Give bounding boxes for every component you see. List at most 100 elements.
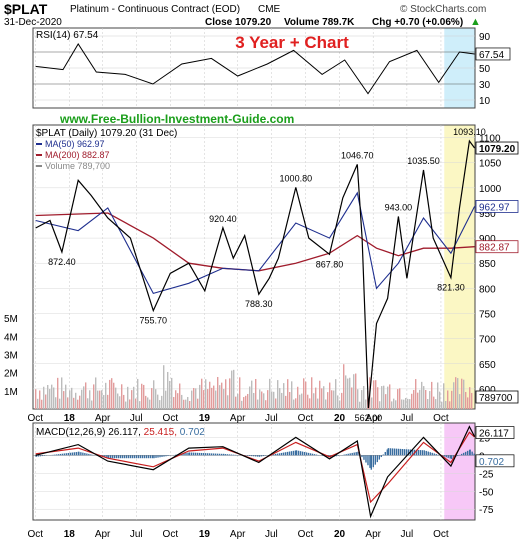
x-axis-label: 18: [64, 413, 76, 424]
macd-histogram-bar: [294, 450, 297, 456]
macd-histogram-bar: [78, 451, 80, 456]
volume-bar: [287, 379, 289, 409]
volume-bar: [195, 388, 197, 409]
macd-histogram-bar: [343, 454, 345, 456]
volume-bar: [65, 384, 67, 409]
macd-histogram-bar: [84, 453, 86, 456]
ma200-line: [35, 212, 475, 272]
volume-bar: [453, 382, 455, 409]
volume-bar: [421, 381, 423, 409]
macd-histogram-bar: [280, 452, 283, 456]
macd-value-tag-box: [475, 454, 515, 468]
volume-bar: [259, 389, 261, 409]
macd-histogram-bar: [456, 455, 459, 456]
macd-signal-line: [35, 431, 476, 504]
macd-histogram-bar: [69, 452, 71, 456]
macd-histogram-bar: [82, 452, 84, 456]
macd-histogram-bar: [224, 454, 227, 456]
volume-bar: [169, 380, 171, 409]
macd-histogram-bar: [380, 455, 383, 458]
macd-histogram-bar: [387, 448, 390, 456]
macd-histogram-bar: [447, 455, 449, 458]
volume-bar: [113, 382, 115, 409]
macd-histogram-bar: [370, 455, 373, 470]
volume-bar: [311, 377, 313, 409]
macd-histogram-bar: [204, 453, 207, 456]
exchange-label: CME: [258, 4, 281, 15]
x-axis-label: Apr: [365, 413, 381, 424]
volume-bar: [55, 397, 57, 409]
volume-bar: [183, 399, 185, 409]
price-annotation: 1035.50: [407, 156, 440, 166]
volume-bar: [305, 381, 307, 409]
volume-bar: [451, 390, 453, 409]
x-axis-label: Oct: [163, 413, 179, 424]
volume-bar: [205, 379, 207, 409]
volume-bar: [45, 394, 47, 409]
x-axis-label: Apr: [95, 413, 111, 424]
macd-histogram-bar: [303, 452, 306, 456]
volume-bar: [289, 392, 291, 409]
volume-bar: [385, 394, 387, 409]
volume-bar: [237, 393, 239, 409]
macd-histogram-bar: [423, 450, 425, 456]
macd-histogram-bar: [295, 450, 298, 456]
volume-bar: [297, 386, 299, 409]
macd-histogram-bar: [163, 455, 165, 457]
x-axis-label: Oct: [27, 413, 43, 424]
volume-bar: [275, 398, 277, 409]
macd-histogram-bar: [88, 453, 90, 456]
volume-bar: [379, 401, 381, 409]
price-tick-label: 1050: [479, 159, 502, 170]
volume-bar: [105, 382, 107, 409]
macd-histogram-bar: [386, 449, 389, 456]
volume-bar: [299, 394, 301, 409]
volume-bar: [245, 395, 247, 409]
volume-bar: [125, 401, 127, 409]
volume-bar: [229, 378, 231, 409]
x-axis-label-bottom: Jul: [400, 529, 413, 540]
macd-histogram-bar: [403, 449, 406, 456]
volume-bar: [449, 401, 451, 409]
volume-bar: [97, 390, 99, 409]
x-axis-label-bottom: Apr: [365, 529, 381, 540]
macd-histogram-bar: [378, 455, 381, 460]
date-label: 31-Dec-2020: [4, 17, 62, 28]
macd-histogram-bar: [469, 449, 471, 456]
macd-histogram-bar: [307, 452, 310, 456]
macd-highlight-band: [444, 423, 475, 520]
macd-histogram-bar: [384, 451, 387, 456]
volume-bar: [211, 387, 213, 409]
macd-tick-label: -75: [479, 505, 494, 516]
credit-label: © StockCharts.com: [400, 4, 487, 15]
price-annotation: 920.40: [209, 214, 237, 224]
volume-bar: [181, 394, 183, 409]
macd-histogram-bar: [80, 452, 82, 456]
macd-histogram-bar: [71, 452, 73, 456]
volume-bar: [69, 390, 71, 409]
volume-bar: [413, 390, 415, 409]
volume-bar: [231, 370, 233, 409]
volume-bar: [419, 389, 421, 409]
volume-bar: [427, 399, 429, 409]
volume-bar: [227, 395, 229, 409]
macd-histogram-bar: [157, 455, 159, 458]
volume-bar: [189, 400, 191, 409]
macd-histogram-bar: [86, 453, 88, 456]
volume-tick-label: 3M: [4, 351, 18, 362]
price-tick-label: 750: [479, 309, 496, 320]
volume-bar: [347, 378, 349, 409]
volume-bar: [119, 396, 121, 409]
volume-bar: [341, 392, 343, 409]
macd-histogram-bar: [61, 453, 63, 456]
volume-bar: [321, 388, 323, 409]
macd-histogram-bar: [141, 455, 144, 459]
macd-histogram-bar: [254, 455, 257, 457]
macd-histogram-bar: [214, 453, 217, 456]
macd-value-tag-box: [475, 426, 515, 439]
price-value-tag: 962.97: [479, 202, 510, 213]
volume-bar: [295, 398, 297, 409]
legend-entry: Volume 789,700: [45, 161, 110, 171]
volume-bar: [467, 397, 469, 409]
macd-histogram-bar: [109, 455, 112, 459]
